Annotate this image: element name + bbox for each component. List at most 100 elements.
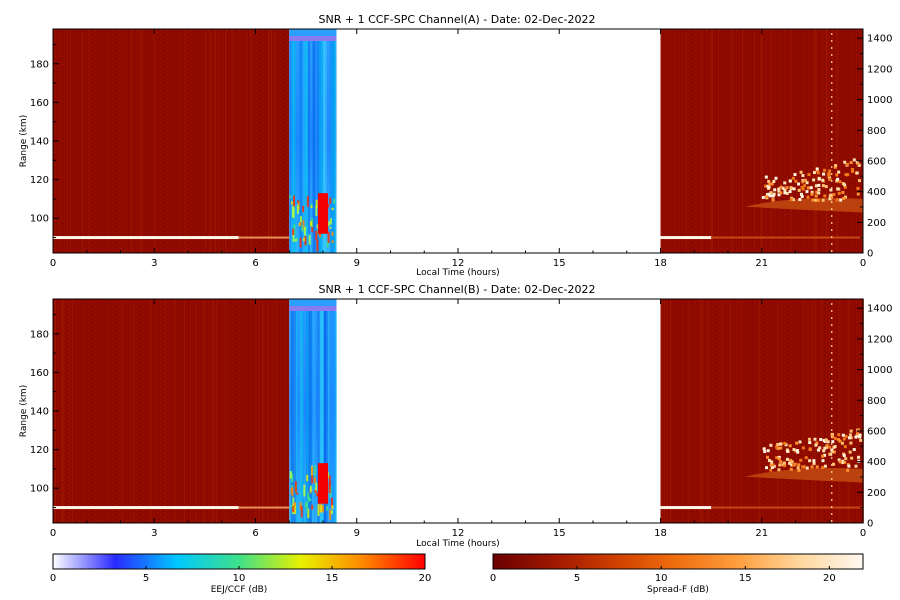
segment-spread-f-3	[660, 299, 863, 523]
dotted-marker	[830, 387, 833, 389]
eej-column	[319, 311, 322, 523]
eej-echo	[300, 505, 303, 518]
eej-echo	[315, 199, 318, 208]
spread-f-echo	[767, 179, 771, 183]
spread-f-echo	[764, 175, 768, 179]
spread-f-echo	[821, 466, 825, 470]
spread-f-echo	[785, 191, 789, 195]
streak	[821, 29, 823, 253]
spread-f-echo	[801, 446, 805, 450]
spread-f-echo	[801, 187, 805, 191]
spread-f-echo	[801, 174, 805, 178]
eej-echo	[316, 224, 319, 229]
dotted-marker	[830, 89, 833, 91]
eej-top-band	[289, 36, 337, 41]
spread-f-echo	[771, 463, 775, 467]
eej-echo	[328, 483, 331, 494]
dotted-marker	[830, 187, 833, 189]
spread-f-echo	[828, 177, 832, 181]
streak	[204, 299, 206, 523]
eej-red-block	[317, 463, 329, 504]
spread-f-echo	[821, 198, 825, 202]
streak	[758, 299, 760, 523]
eej-column	[312, 41, 316, 253]
streak	[732, 29, 734, 253]
colorbar-tick-label: 15	[326, 573, 339, 584]
eej-echo	[292, 230, 295, 243]
dotted-marker	[830, 415, 833, 417]
spread-f-echo	[822, 172, 826, 176]
eej-column	[295, 311, 298, 523]
spread-f-echo	[829, 193, 833, 197]
y-tick-label: 160	[30, 98, 49, 109]
streak	[224, 299, 226, 523]
spread-f-echo	[801, 465, 805, 469]
eej-column	[317, 311, 319, 523]
eej-echo	[314, 465, 317, 477]
spread-f-echo	[826, 440, 830, 444]
dotted-marker	[830, 429, 833, 431]
y-tick-label: 180	[30, 329, 49, 340]
spread-f-echo	[815, 169, 819, 173]
streak	[62, 299, 64, 523]
spread-f-echo	[808, 459, 812, 463]
streak	[214, 29, 216, 253]
streak	[825, 29, 827, 253]
eej-echo	[311, 474, 314, 484]
dotted-marker	[830, 208, 833, 210]
streak	[673, 29, 675, 253]
eej-echo	[299, 237, 302, 248]
streak	[141, 29, 143, 253]
eej-column	[319, 41, 322, 253]
eej-echo	[311, 466, 314, 474]
panel-b-xlabel: Local Time (hours)	[416, 539, 499, 549]
spread-f-echo	[777, 187, 781, 191]
spread-f-echo	[848, 433, 852, 437]
panel-a-ylabel: Range (km)	[19, 115, 29, 167]
spread-f-echo	[795, 449, 799, 453]
eej-echo	[290, 485, 293, 488]
colorbar-spread-f-label: Spread-F (dB)	[647, 585, 709, 595]
spread-f-echo	[833, 436, 837, 440]
spread-f-echo	[812, 459, 816, 463]
spread-f-echo	[841, 459, 845, 463]
spread-f-echo	[849, 161, 853, 165]
streak	[267, 299, 269, 523]
panel-a-xlabel: Local Time (hours)	[416, 268, 499, 278]
streak	[250, 29, 252, 253]
panel-a-y2-ticks: 0 200 400 600 800 1000 1200 1400	[857, 34, 892, 260]
dotted-marker	[830, 345, 833, 347]
spread-f-echo	[806, 195, 810, 199]
eej-echo	[293, 502, 296, 507]
x-tick-label: 18	[654, 528, 667, 539]
x-tick-label: 15	[553, 258, 566, 269]
spread-f-echo	[855, 432, 859, 436]
streak	[62, 299, 64, 523]
eej-echo	[290, 487, 293, 494]
spread-f-echo	[777, 457, 781, 461]
eej-echo	[331, 240, 334, 244]
spread-f-echo	[812, 178, 816, 182]
spread-f-echo	[804, 178, 808, 182]
spread-f-echo	[808, 447, 812, 451]
spread-f-echo	[792, 187, 796, 191]
spread-f-echo	[822, 449, 826, 453]
spread-f-echo	[817, 188, 821, 192]
spread-f-echo	[783, 191, 787, 195]
spread-f-echo	[807, 173, 811, 177]
spread-f-echo	[791, 198, 795, 202]
eej-echo	[293, 224, 296, 235]
spread-f-echo	[847, 436, 851, 440]
colorbar-tick-label: 20	[419, 573, 432, 584]
spread-f-echo	[824, 438, 828, 442]
dotted-marker	[830, 54, 833, 56]
eej-column	[298, 41, 300, 253]
eej-echo	[299, 222, 302, 227]
spread-f-echo	[844, 457, 848, 461]
streak	[121, 299, 123, 523]
spread-f-echo	[834, 164, 838, 168]
dotted-marker	[830, 338, 833, 340]
spread-f-echo	[794, 179, 798, 183]
spread-f-echo	[825, 444, 829, 448]
spread-f-echo	[769, 443, 773, 447]
